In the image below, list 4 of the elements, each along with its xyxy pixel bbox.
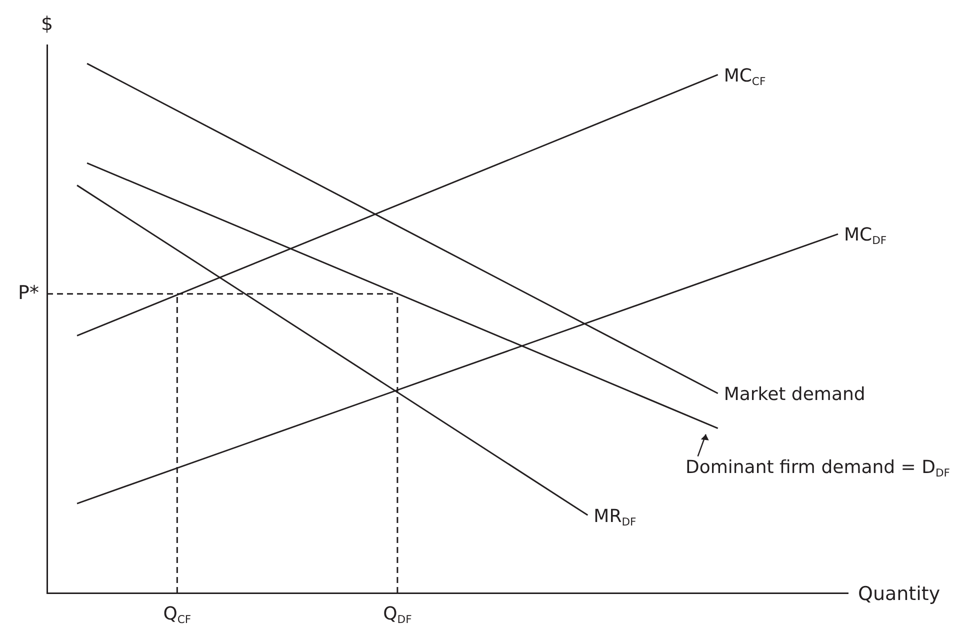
x-axis-title: Quantity: [858, 582, 940, 605]
series-label: Market demand: [724, 384, 866, 406]
text: P*: [18, 282, 40, 304]
y-axis-title: $: [40, 12, 54, 35]
